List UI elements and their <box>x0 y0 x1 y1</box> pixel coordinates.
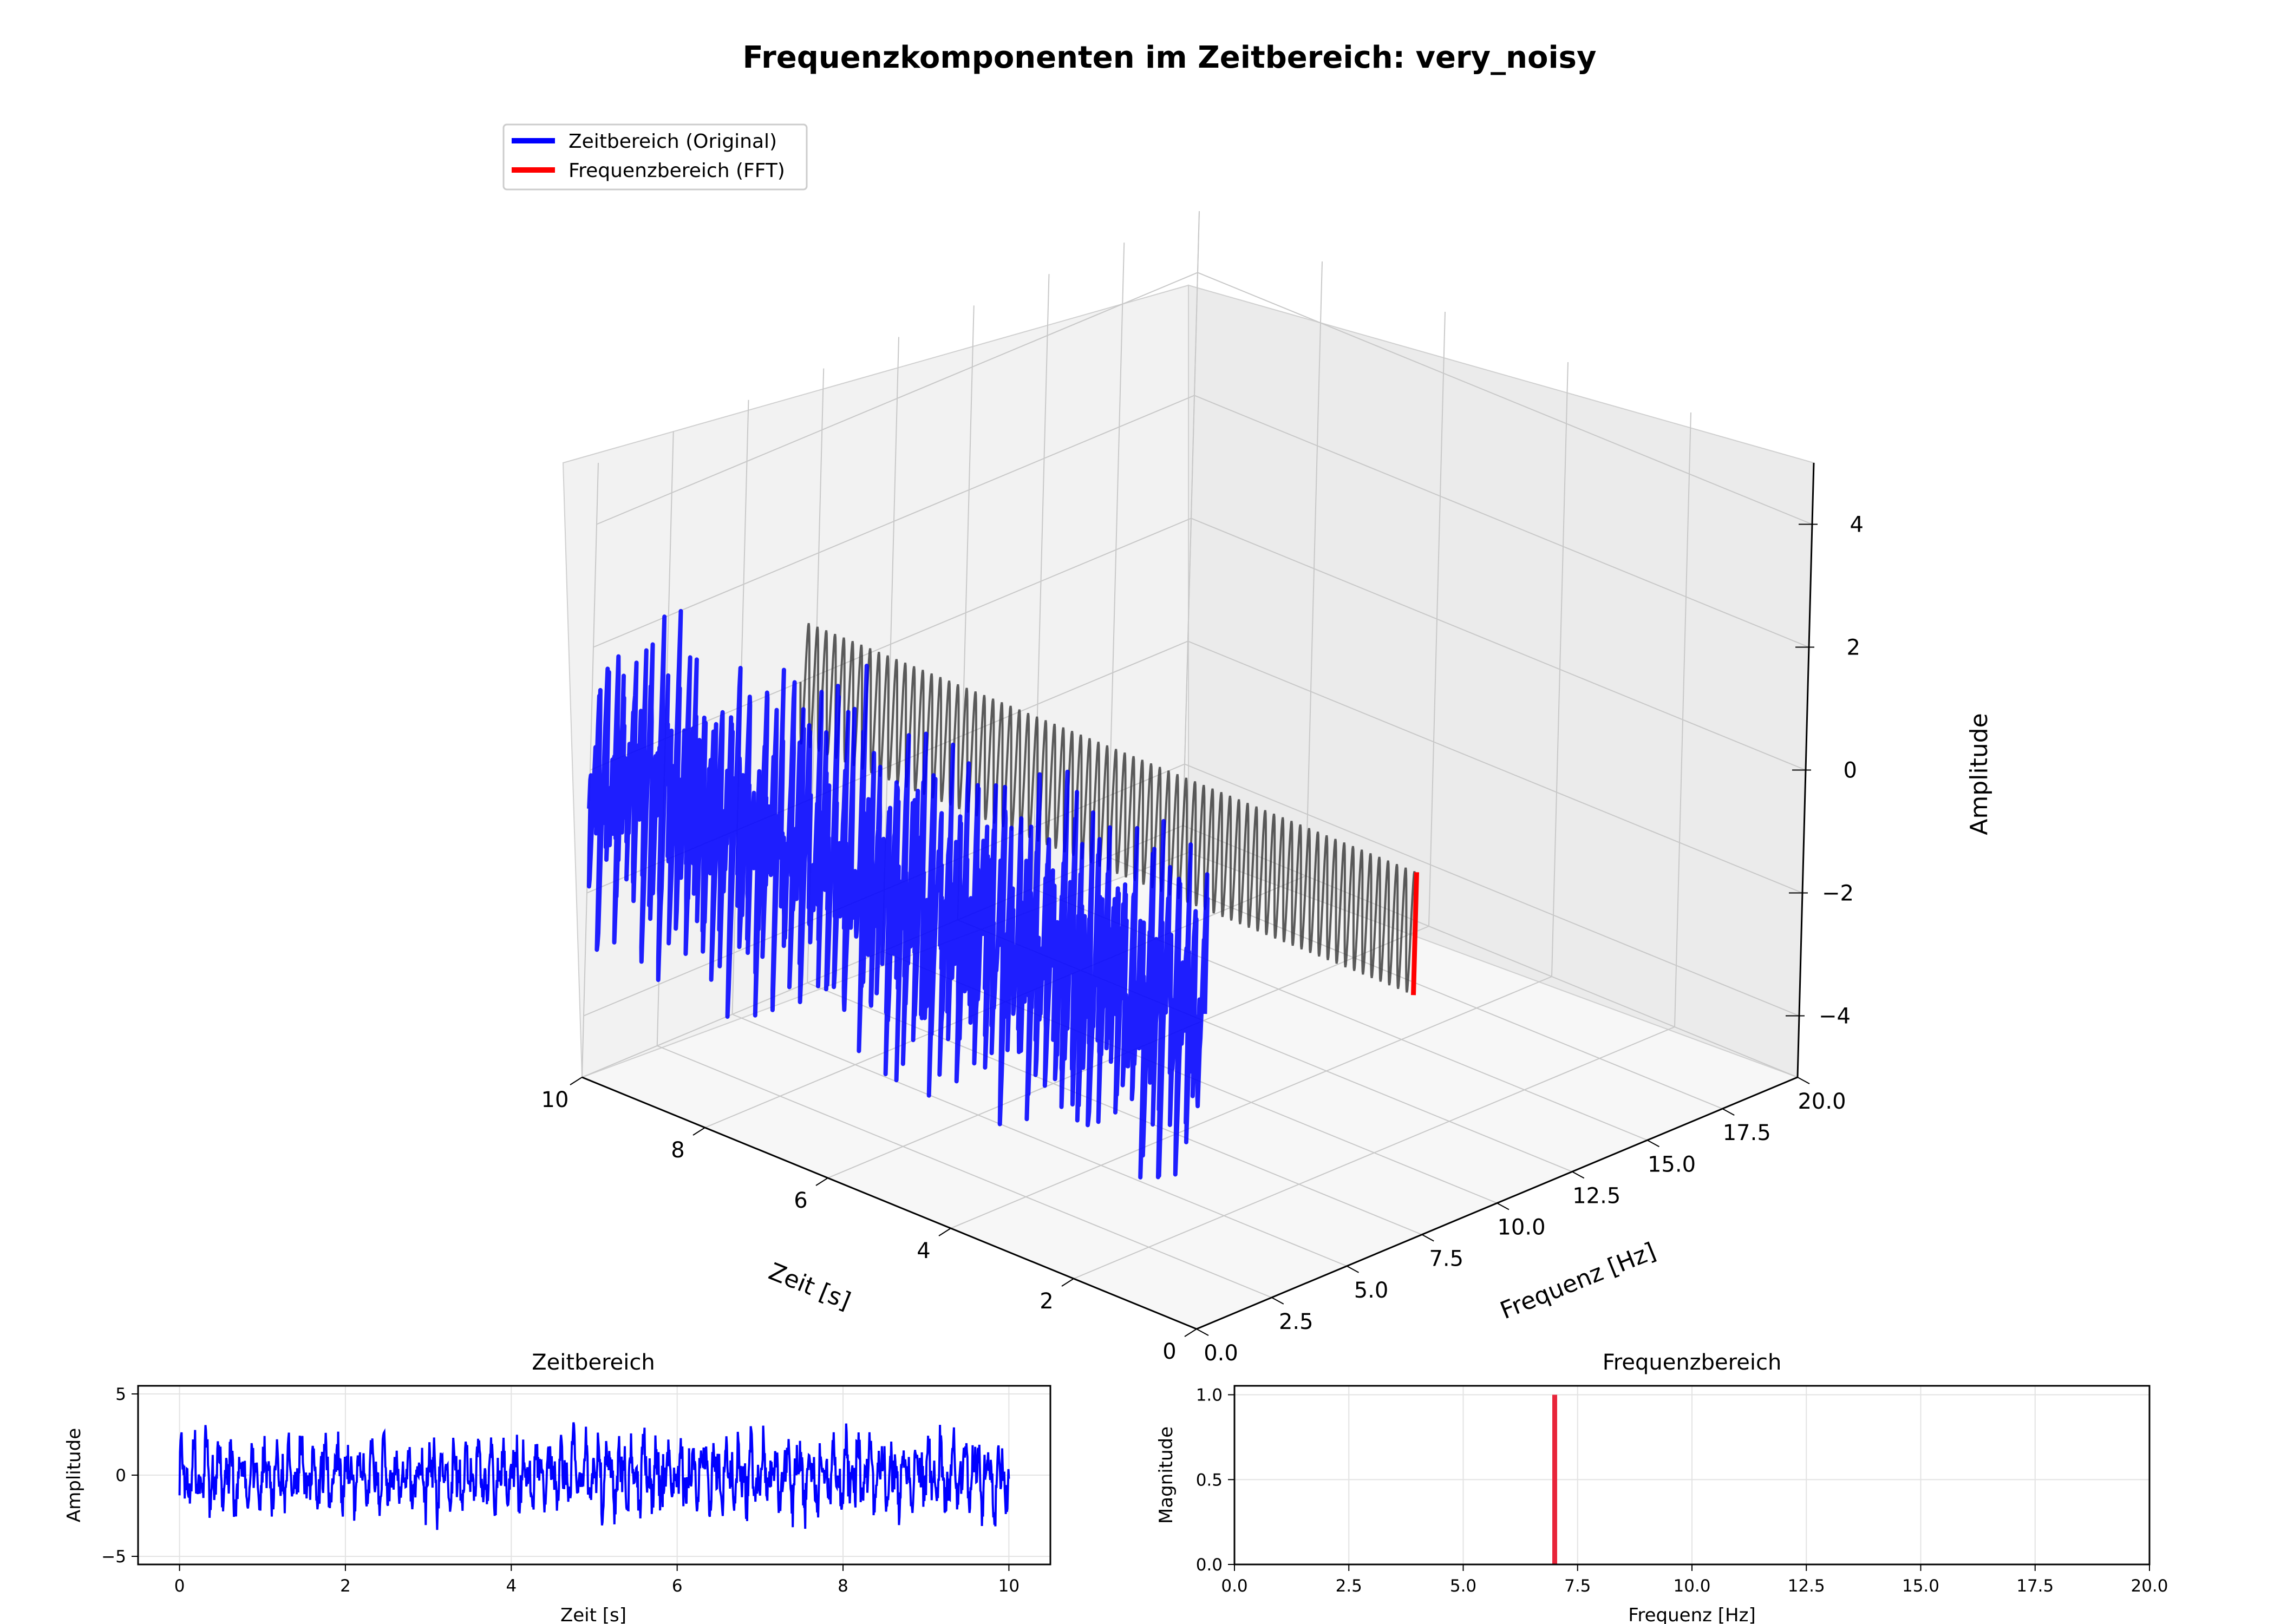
freq-ticks: 0.0 2.5 5.0 7.5 10.0 12.5 15.0 17.5 20.0 0.0 0.5 1.… <box>1196 1386 2168 1596</box>
y-tick-label: 10.0 <box>1497 1215 1545 1240</box>
series-fft-marker <box>1411 872 1419 996</box>
gridline-y-floor <box>1182 825 1798 1078</box>
freq-y-tick-label: 1.0 <box>1196 1386 1223 1405</box>
legend-label-original: Zeitbereich (Original) <box>568 130 777 153</box>
y-tick-label: 20.0 <box>1798 1089 1846 1114</box>
y-tick-mark <box>1572 1171 1585 1179</box>
x-tick-mark <box>1184 1328 1197 1337</box>
series-original-line <box>586 608 1210 1180</box>
x-tick-mark <box>938 1228 951 1236</box>
time-series <box>178 1422 1010 1530</box>
x-tick-mark <box>815 1177 828 1186</box>
subplot-freq-xlabel: Frequenz [Hz] <box>1628 1605 1755 1624</box>
y-tick-label: 12.5 <box>1572 1183 1620 1208</box>
subplot-time-domain: Zeitbereich 0 2 4 6 8 10 −5 0 5 Zeit [s] Amplitu… <box>63 1350 1051 1624</box>
freq-y-tick-label: 0.0 <box>1196 1555 1223 1575</box>
x-tick-mark <box>692 1127 705 1136</box>
z-tick-label: −2 <box>1822 881 1854 906</box>
series-3d <box>586 608 1419 1180</box>
y-tick-label: 0.0 <box>1204 1341 1238 1366</box>
figure-title: Frequenzkomponenten im Zeitbereich: very… <box>743 40 1597 75</box>
subplot-time-xlabel: Zeit [s] <box>560 1605 626 1624</box>
subplot-frequency-domain: Frequenzbereich 0.0 2.5 5.0 7.5 10.0 12.5 15.0… <box>1155 1350 2168 1624</box>
y-tick-label: 15.0 <box>1648 1152 1696 1177</box>
x-tick-label: 2 <box>1040 1289 1053 1314</box>
legend-box <box>502 123 808 191</box>
subplot-freq-ylabel: Magnitude <box>1155 1426 1177 1524</box>
y-tick-mark <box>1196 1328 1209 1336</box>
axes-3d: 0 2 4 6 8 10 0.0 2.5 5.0 7.5 10.0 12.5 15.0 17.5 20.0 −… <box>541 211 1993 1366</box>
freq-x-tick-label: 5.0 <box>1450 1576 1476 1596</box>
freq-x-tick-label: 2.5 <box>1336 1576 1362 1596</box>
y-tick-label: 7.5 <box>1429 1247 1463 1272</box>
y-tick-label: 2.5 <box>1279 1309 1314 1334</box>
gridline-z <box>586 640 1803 894</box>
gridline-y-floor <box>657 1045 1272 1298</box>
y-tick-mark <box>1421 1234 1434 1242</box>
subplot-time-ylabel: Amplitude <box>63 1428 85 1522</box>
freq-x-tick-label: 12.5 <box>1788 1576 1825 1596</box>
y-tick-mark <box>1347 1265 1359 1273</box>
y-tick-mark <box>1647 1140 1659 1148</box>
gridline-z <box>596 272 1813 525</box>
z-tick-label: 0 <box>1844 758 1857 783</box>
subplot-freq-title: Frequenzbereich <box>1603 1350 1782 1375</box>
z-tick-label: −4 <box>1819 1004 1851 1029</box>
x-axis-label: Zeit [s] <box>765 1258 855 1315</box>
x-tick-label: 4 <box>917 1239 930 1263</box>
legend-label-fft: Frequenzbereich (FFT) <box>568 160 785 182</box>
y-tick-label: 17.5 <box>1723 1121 1771 1145</box>
time-x-tick-label: 6 <box>672 1576 683 1596</box>
x-tick-mark <box>1061 1278 1074 1287</box>
gridline-z <box>590 518 1806 771</box>
x-tick-mark <box>570 1077 583 1085</box>
freq-x-tick-label: 10.0 <box>1673 1576 1710 1596</box>
y-tick-mark <box>1722 1108 1735 1116</box>
time-y-tick-label: 5 <box>115 1385 126 1404</box>
y-tick-mark <box>1271 1296 1284 1305</box>
time-ticks: 0 2 4 6 8 10 −5 0 5 <box>101 1385 1020 1596</box>
ticks-3d: 0 2 4 6 8 10 0.0 2.5 5.0 7.5 10.0 12.5 15.0 17.5 20.0 −… <box>541 513 1864 1366</box>
y-tick-mark <box>1497 1202 1510 1210</box>
legend: Zeitbereich (Original) Frequenzbereich (… <box>502 123 808 191</box>
gridline-y-floor <box>732 1013 1347 1267</box>
freq-x-tick-label: 0.0 <box>1221 1576 1247 1596</box>
subplot-time-title: Zeitbereich <box>532 1350 655 1375</box>
time-x-tick-label: 8 <box>838 1576 848 1596</box>
time-x-tick-label: 0 <box>174 1576 185 1596</box>
time-x-tick-label: 2 <box>340 1576 351 1596</box>
x-tick-label: 10 <box>541 1088 569 1112</box>
freq-x-tick-label: 17.5 <box>2016 1576 2054 1596</box>
time-x-tick-label: 4 <box>506 1576 517 1596</box>
series-component-7hz-line <box>799 623 1416 993</box>
y-tick-label: 5.0 <box>1354 1278 1389 1303</box>
time-y-tick-label: −5 <box>101 1547 126 1567</box>
x-tick-label: 6 <box>794 1188 807 1213</box>
y-axis-label: Frequenz [Hz] <box>1497 1237 1660 1325</box>
y-tick-mark <box>1797 1077 1810 1084</box>
x-tick-label: 0 <box>1162 1339 1176 1364</box>
freq-x-tick-label: 15.0 <box>1902 1576 1939 1596</box>
freq-y-tick-label: 0.5 <box>1196 1470 1223 1490</box>
time-series-line <box>178 1422 1010 1530</box>
freq-x-tick-label: 20.0 <box>2131 1576 2168 1596</box>
x-tick-label: 8 <box>671 1138 684 1163</box>
time-x-tick-label: 10 <box>998 1576 1020 1596</box>
x-axis-line <box>581 1076 1197 1330</box>
time-y-tick-label: 0 <box>115 1466 126 1485</box>
z-tick-label: 4 <box>1850 513 1864 538</box>
freq-x-tick-label: 7.5 <box>1564 1576 1591 1596</box>
gridline-z <box>593 395 1809 648</box>
z-tick-label: 2 <box>1847 636 1860 660</box>
z-axis-label: Amplitude <box>1965 713 1993 835</box>
